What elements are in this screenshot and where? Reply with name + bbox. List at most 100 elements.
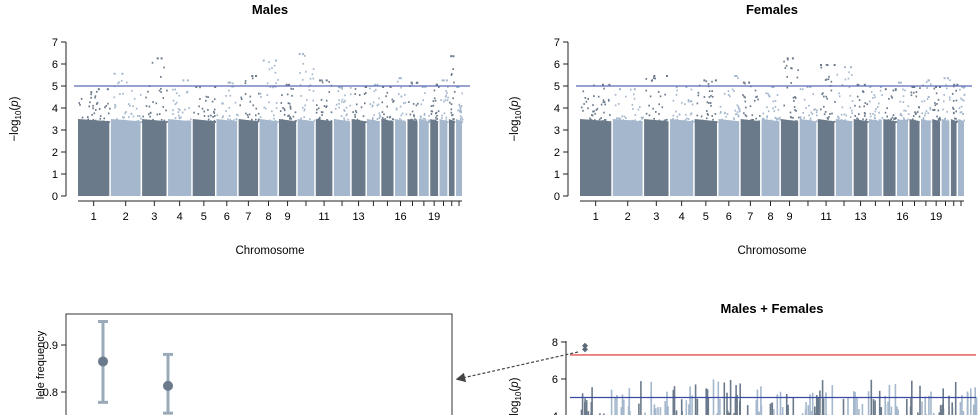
chromosome-band — [440, 119, 448, 196]
snp-point — [260, 93, 262, 95]
snp-point — [949, 99, 951, 101]
snp-point — [445, 119, 447, 121]
snp-point — [458, 104, 460, 106]
snp-point — [943, 100, 945, 102]
snp-point — [277, 79, 279, 81]
combined-y-tick-label: 6 — [552, 374, 558, 386]
snp-point — [878, 112, 880, 114]
snp-point — [597, 121, 599, 123]
snp-point — [398, 93, 400, 95]
snp-point — [176, 120, 178, 122]
snp-point — [208, 119, 210, 121]
snp-point — [874, 401, 876, 416]
snp-point — [766, 92, 768, 94]
snp-point — [107, 121, 109, 123]
snp-point — [695, 384, 697, 415]
snp-point — [953, 100, 955, 102]
snp-point — [608, 100, 610, 102]
snp-point — [375, 89, 377, 91]
snp-point — [403, 102, 405, 104]
snp-point — [233, 121, 235, 123]
snp-point — [400, 121, 402, 123]
snp-point — [693, 121, 695, 123]
snp-point — [321, 99, 323, 101]
snp-point — [737, 111, 739, 113]
snp-point — [635, 114, 637, 116]
snp-point — [776, 118, 778, 120]
snp-point — [229, 115, 231, 117]
snp-point — [237, 114, 239, 116]
snp-point — [664, 119, 666, 121]
snp-point — [901, 115, 903, 117]
snp-point — [936, 103, 938, 105]
chromosome-band — [921, 119, 931, 196]
snp-point — [156, 121, 158, 123]
snp-point — [614, 398, 616, 416]
snp-point — [658, 91, 660, 93]
snp-point — [343, 118, 345, 120]
snp-point — [859, 121, 861, 123]
snp-point — [812, 393, 814, 415]
snp-point — [591, 114, 593, 116]
snp-point — [625, 96, 627, 98]
snp-point — [695, 121, 697, 123]
snp-point — [921, 101, 923, 103]
snp-point — [122, 116, 124, 118]
snp-point — [758, 120, 760, 122]
snp-point — [821, 67, 823, 69]
snp-point — [451, 73, 453, 75]
snp-point — [927, 98, 929, 100]
snp-point — [976, 397, 978, 415]
snp-point — [906, 399, 908, 415]
snp-point — [851, 112, 853, 114]
snp-point — [281, 119, 283, 121]
snp-point — [755, 121, 757, 123]
snp-point — [938, 110, 940, 112]
chromosome-band — [670, 119, 693, 196]
snp-point — [131, 113, 133, 115]
snp-point — [955, 111, 957, 113]
snp-point — [745, 120, 747, 122]
x-tick-label: 1 — [91, 211, 97, 223]
snp-peak — [187, 79, 189, 81]
snp-point — [844, 113, 846, 115]
snp-point — [619, 118, 621, 120]
snp-point — [603, 88, 605, 90]
snp-peak — [161, 57, 163, 59]
snp-point — [235, 121, 237, 123]
snp-point — [245, 82, 247, 84]
snp-point — [300, 95, 302, 97]
snp-point — [803, 117, 805, 119]
snp-point — [305, 71, 307, 73]
snp-point — [258, 93, 260, 95]
snp-point — [617, 121, 619, 123]
snp-point — [829, 113, 831, 115]
snp-peak — [452, 55, 454, 57]
snp-point — [415, 121, 417, 123]
snp-point — [924, 397, 926, 415]
snp-point — [422, 99, 424, 101]
snp-point — [888, 119, 890, 121]
snp-point — [651, 80, 653, 82]
snp-point — [586, 400, 588, 415]
snp-point — [834, 121, 836, 123]
snp-point — [727, 121, 729, 123]
snp-point — [963, 120, 965, 122]
snp-point — [92, 120, 94, 122]
snp-point — [372, 106, 374, 108]
snp-point — [277, 121, 279, 123]
chromosome-band — [381, 119, 393, 196]
snp-point — [271, 110, 273, 112]
chromosome-band — [298, 119, 315, 196]
snp-point — [956, 121, 958, 123]
snp-point — [89, 101, 91, 103]
snp-point — [900, 101, 902, 103]
snp-point — [665, 407, 667, 415]
snp-point — [603, 99, 605, 101]
snp-peak — [927, 79, 929, 81]
snp-point — [805, 402, 807, 415]
snp-point — [660, 121, 662, 123]
snp-point — [850, 95, 852, 97]
snp-point — [186, 121, 188, 123]
snp-point — [823, 106, 825, 108]
